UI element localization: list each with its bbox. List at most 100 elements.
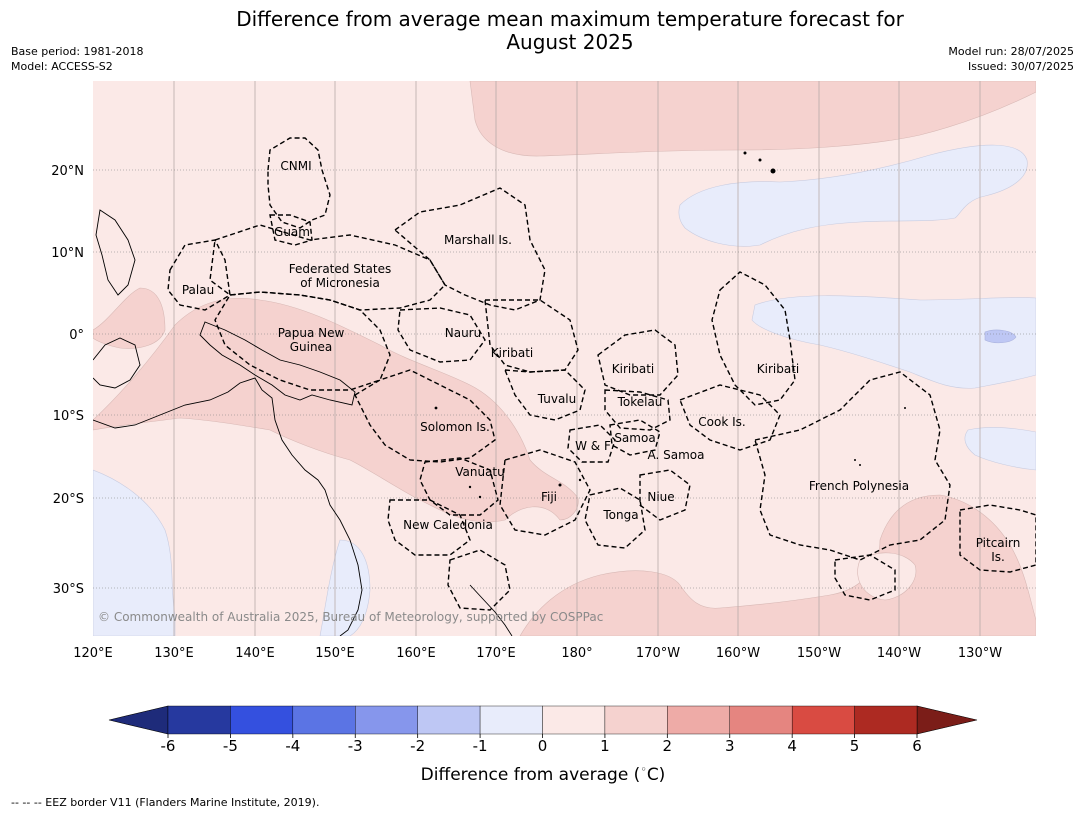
latitude-tick-label: 0°: [69, 328, 84, 343]
eez-new-caledonia: [387, 499, 471, 556]
region-label: Tonga: [602, 508, 638, 522]
region-label: Papua New: [278, 326, 345, 340]
latitude-axis: 20°N 10°N 0° 10°S 20°S 30°S: [51, 164, 84, 597]
longitude-tick-label: 170°E: [476, 646, 516, 661]
eez-pitcairn: [959, 504, 1036, 573]
eez-footnote: -- -- -- EEZ border V11 (Flanders Marine…: [11, 796, 320, 809]
region-label: Solomon Is.: [420, 420, 490, 434]
region-label: of Micronesia: [300, 276, 380, 290]
eez-kiribati-central: [597, 329, 679, 396]
region-label: Marshall Is.: [444, 233, 512, 247]
eez-tokelau: [604, 389, 671, 431]
warm-anomaly-west: [93, 287, 166, 349]
region-label: CNMI: [280, 159, 311, 173]
eez-solomon: [354, 369, 496, 463]
colorbar-under-extend: [108, 705, 169, 735]
colorbar-tick-label: -5: [223, 737, 238, 755]
longitude-tick-label: 140°E: [235, 646, 275, 661]
region-label: W & F: [575, 439, 611, 453]
legend-title: Difference from average (◦C): [421, 763, 666, 785]
eez-wf: [567, 424, 616, 463]
region-label: Tokelau: [617, 395, 663, 409]
island-dot: [468, 485, 472, 489]
latitude-tick-label: 20°N: [51, 164, 84, 179]
island-dot: [758, 158, 762, 162]
region-label: Palau: [182, 283, 214, 297]
region-label: Fiji: [541, 490, 557, 504]
base-period: Base period: 1981-2018: [11, 45, 144, 58]
island-dot: [478, 495, 482, 499]
island-dot: [770, 168, 776, 174]
map-title: Difference from average mean maximum tem…: [0, 8, 1085, 54]
cool-anomaly-east: [964, 427, 1036, 471]
warm-anomaly-south-pacific: [519, 494, 1036, 636]
longitude-tick-label: 120°E: [73, 646, 113, 661]
eez-french-polynesia-south: [834, 554, 896, 601]
new-zealand-coastline: [469, 584, 513, 636]
colorbar-tick-label: 0: [538, 737, 548, 755]
region-label: New Caledonia: [403, 518, 493, 532]
eez-cook: [679, 384, 781, 451]
colorbar-segment: [292, 705, 356, 735]
eez-vanuatu: [419, 457, 499, 516]
warm-anomaly-png-solomons: [93, 297, 579, 523]
island-dot: [743, 151, 747, 155]
colorbar-segment: [667, 705, 730, 735]
region-label: Kiribati: [757, 362, 799, 376]
island-dot: [904, 407, 906, 409]
model-run: Model run: 28/07/2025: [948, 45, 1074, 58]
eez-cnmi: [267, 137, 331, 229]
region-label: Vanuatu: [455, 465, 505, 479]
colorbar-tick-label: 1: [600, 737, 610, 755]
colorbar-tick-label: -4: [285, 737, 300, 755]
colorbar-tick-label: 2: [663, 737, 673, 755]
eez-fsm: [209, 224, 446, 311]
islands: [434, 151, 906, 499]
longitude-tick-label: 140°W: [877, 646, 921, 661]
eez-french-polynesia: [754, 371, 951, 561]
eez-guam: [269, 214, 313, 246]
colorbar-tick-label: 5: [850, 737, 860, 755]
cool-anomaly-equatorial: [751, 295, 1036, 389]
eez-png: [214, 291, 391, 391]
new-guinea-coastline: [199, 321, 356, 406]
colorbar-segment: [542, 705, 606, 735]
eez-niue: [639, 469, 691, 521]
longitude-tick-label: 180°: [561, 646, 592, 661]
region-label: Guam: [274, 225, 310, 239]
eez-nauru: [397, 307, 486, 363]
region-label: Pitcairn: [976, 536, 1021, 550]
island-dot: [859, 464, 861, 466]
latitude-tick-label: 10°N: [51, 246, 84, 261]
colorbar-tick-label: -1: [473, 737, 488, 755]
title-line-1: Difference from average mean maximum tem…: [236, 7, 904, 31]
colorbar-tick-label: 6: [912, 737, 922, 755]
region-label: Cook Is.: [698, 415, 745, 429]
longitude-axis: 120°E 130°E 140°E 150°E 160°E 170°E 180° 170°W 1…: [73, 646, 1002, 661]
borneo-coastline: [93, 337, 141, 389]
region-label: A. Samoa: [648, 448, 705, 462]
model-name: Model: ACCESS-S2: [11, 60, 113, 73]
colorbar-segment: [230, 705, 294, 735]
eez-fiji: [499, 449, 591, 536]
issued-date: Issued: 30/07/2025: [967, 60, 1074, 73]
region-label: Samoa: [614, 431, 655, 445]
australia-coastline: [93, 377, 363, 636]
meta-right: Model run: 28/07/2025 Issued: 30/07/2025: [948, 44, 1074, 74]
colorbar-over-extend: [916, 705, 978, 735]
island-dot: [558, 483, 562, 487]
longitude-tick-label: 160°W: [716, 646, 760, 661]
colorbar-tick-label: 3: [725, 737, 735, 755]
eez-borders: [167, 137, 1036, 611]
cooler-anomaly-patch: [984, 329, 1017, 344]
eez-norfolk: [447, 549, 511, 611]
latitude-tick-label: 20°S: [53, 492, 84, 507]
region-label: Tuvalu: [537, 392, 577, 406]
island-dot: [434, 406, 438, 410]
island-dot: [578, 478, 582, 482]
region-label: Kiribati: [612, 362, 654, 376]
island-dot: [854, 459, 856, 461]
longitude-tick-label: 130°W: [958, 646, 1002, 661]
region-label: Niue: [647, 490, 674, 504]
colorbar-segment: [604, 705, 668, 735]
